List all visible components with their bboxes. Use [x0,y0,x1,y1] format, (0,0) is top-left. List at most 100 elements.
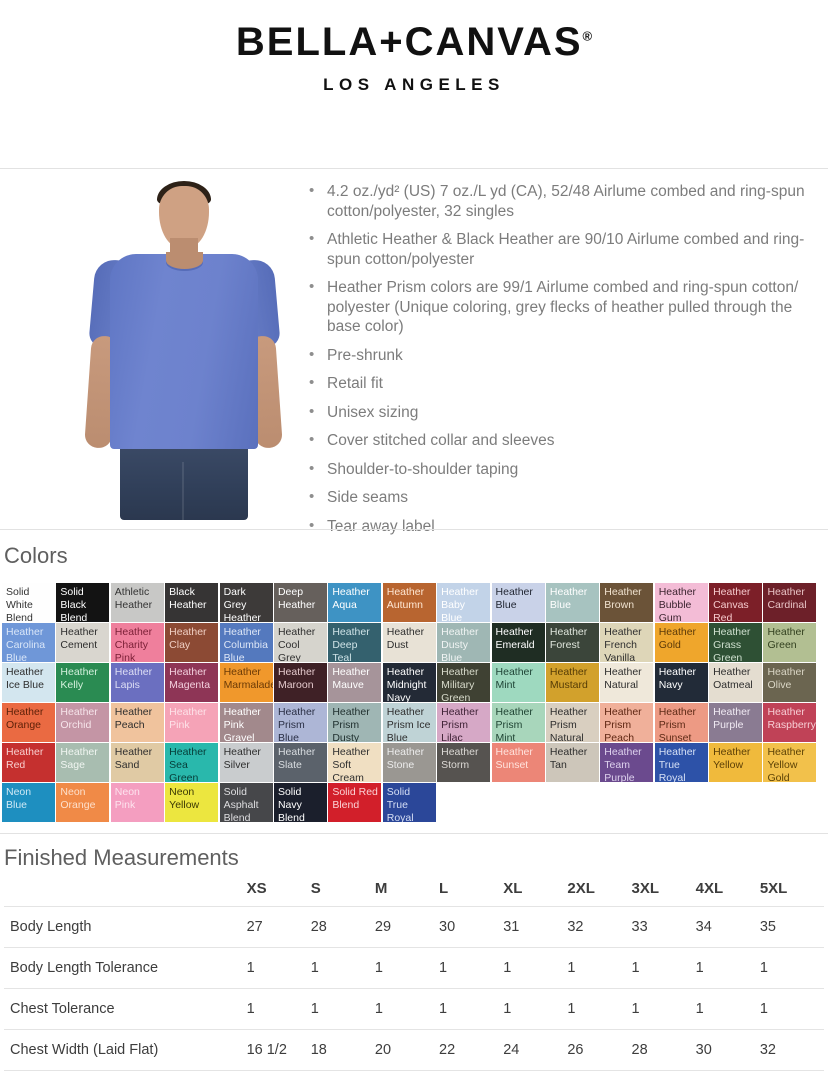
measurement-value: 32 [759,1041,776,1058]
color-swatch[interactable]: Heather Forest [545,623,599,662]
color-swatch[interactable]: Heather Mint [491,663,545,702]
color-swatch[interactable]: Heather Bubble Gum [654,583,708,622]
color-swatch[interactable]: Heather Carolina Blue [2,623,55,662]
color-swatch[interactable]: Heather Canvas Red [709,583,763,622]
color-swatch[interactable]: Heather Emerald [491,623,545,662]
color-swatch[interactable]: Neon Blue [2,783,55,822]
color-swatch[interactable]: Heather Grass Green [709,623,763,662]
color-swatch[interactable]: Heather Aqua [328,583,382,622]
color-swatch[interactable]: Neon Pink [110,783,164,822]
color-swatch[interactable]: Heather Kelly [56,663,110,702]
color-swatch[interactable]: Heather Dusty Blue [437,623,491,662]
color-swatch[interactable]: Heather Cardinal [763,583,817,622]
color-swatch[interactable]: Heather Raspberry [763,703,817,742]
color-swatch[interactable]: Heather Silver [219,743,273,782]
color-swatch[interactable]: Heather Gold [654,623,708,662]
color-swatch[interactable]: Heather Olive [763,663,817,702]
color-swatch[interactable]: Heather Military Green [437,663,491,702]
color-swatch[interactable]: Heather Prism Peach [600,703,654,742]
color-swatch[interactable]: Heather Oatmeal [709,663,763,702]
color-swatch[interactable]: Heather True Royal [654,743,708,782]
color-swatch[interactable]: Heather Lapis [110,663,164,702]
color-swatch[interactable]: Heather Sunset [491,743,545,782]
measurement-value: 1 [759,959,768,976]
color-swatch[interactable]: Heather Tan [545,743,599,782]
measurement-value: 1 [310,959,319,976]
color-swatch[interactable]: Solid True Royal Blend [382,783,436,822]
color-swatch[interactable]: Heather Prism Dusty Blue [328,703,382,742]
color-swatch[interactable]: Heather Yellow [709,743,763,782]
color-swatch[interactable]: Heather Orange [2,703,55,742]
color-swatch[interactable]: Heather Autumn [382,583,436,622]
color-swatch[interactable]: Heather Brown [600,583,654,622]
color-swatch[interactable]: Heather Prism Sunset [654,703,708,742]
color-swatch[interactable]: Heather Clay [165,623,219,662]
brand-name: BELLA+CANVAS [235,20,583,64]
color-swatch[interactable]: Heather Prism Blue [273,703,327,742]
color-swatch[interactable]: Heather French Vanilla [600,623,654,662]
color-swatch[interactable]: Heather Prism Natural [545,703,599,742]
color-swatch[interactable]: Heather Cool Grey [273,623,327,662]
measurement-value: 28 [310,918,327,935]
color-swatch[interactable]: Dark Grey Heather [219,583,273,622]
size-column-header: M [374,880,388,898]
color-swatch[interactable]: Heather Navy [654,663,708,702]
color-swatch[interactable]: Heather Dust [382,623,436,662]
color-swatch[interactable]: Heather Peach [110,703,164,742]
measurements-header-row: XS S M L XL 2XL 3XL 4XL 5XL [4,872,824,906]
color-swatch[interactable]: Heather Deep Teal [328,623,382,662]
color-swatch[interactable]: Heather Baby Blue [437,583,491,622]
measurement-value: 1 [503,1000,512,1017]
color-swatch[interactable]: Solid Red Blend [328,783,382,822]
color-swatch[interactable]: Heather Purple [709,703,763,742]
measurement-label: Body Length [10,918,92,935]
color-swatch[interactable]: Heather Sand [110,743,164,782]
color-swatch[interactable]: Heather Team Purple [600,743,654,782]
color-swatch[interactable]: Heather Natural [600,663,654,702]
color-swatch[interactable]: Heather Orchid [56,703,110,742]
color-swatch[interactable]: Athletic Heather [110,583,164,622]
color-swatch[interactable]: Heather Magenta [165,663,219,702]
color-swatch[interactable]: Black Heather [165,583,219,622]
color-swatch[interactable]: Heather Pink Gravel [219,703,273,742]
color-swatch[interactable]: Heather Soft Cream [328,743,382,782]
color-swatch[interactable]: Solid White Blend [2,583,55,622]
color-swatch[interactable]: Heather Pink [165,703,219,742]
measurement-value: 30 [695,1041,712,1058]
color-swatch[interactable]: Heather Prism Mint [491,703,545,742]
color-swatch[interactable]: Heather Cement [56,623,110,662]
color-swatch[interactable]: Heather Midnight Navy [382,663,436,702]
color-swatch[interactable]: Heather Prism Ice Blue [382,703,436,742]
color-swatch[interactable]: Solid Asphalt Blend [219,783,273,822]
color-swatch[interactable]: Heather Red [2,743,55,782]
color-swatch[interactable]: Heather Mauve [328,663,382,702]
color-swatch[interactable]: Heather Ice Blue [2,663,55,702]
measurement-value: 1 [246,1000,255,1017]
size-column-header: S [310,880,321,898]
color-swatch[interactable]: Heather Prism Lilac [437,703,491,742]
color-swatch[interactable]: Heather Columbia Blue [219,623,273,662]
color-swatch[interactable]: Solid Navy Blend [273,783,327,822]
color-swatch[interactable]: Deep Heather [273,583,327,622]
color-swatch[interactable]: Heather Yellow Gold [763,743,817,782]
color-swatch[interactable]: Heather Blue [545,583,599,622]
color-swatch[interactable]: Heather Slate [273,743,327,782]
color-swatch[interactable]: Heather Storm [437,743,491,782]
color-swatch[interactable]: Heather Maroon [273,663,327,702]
measurement-value: 35 [759,918,776,935]
color-swatch[interactable]: Heather Sea Green [165,743,219,782]
spec-item: Shoulder-to-shoulder taping [305,459,805,480]
color-swatch[interactable]: Neon Orange [56,783,110,822]
color-swatch[interactable]: Heather Stone [382,743,436,782]
color-swatch[interactable]: Heather Marmalade [219,663,273,702]
color-swatch[interactable]: Solid Black Blend [56,583,110,622]
color-swatch[interactable]: Neon Yellow [165,783,219,822]
color-swatch[interactable]: Heather Green [763,623,817,662]
color-swatch[interactable]: Heather Blue [491,583,545,622]
color-swatch[interactable]: Heather Sage [56,743,110,782]
color-swatch[interactable]: Heather Charity Pink [110,623,164,662]
color-swatch[interactable]: Heather Mustard [545,663,599,702]
size-column-header: XS [246,880,267,898]
brand-header: BELLA+CANVAS® LOS ANGELES [0,0,828,95]
